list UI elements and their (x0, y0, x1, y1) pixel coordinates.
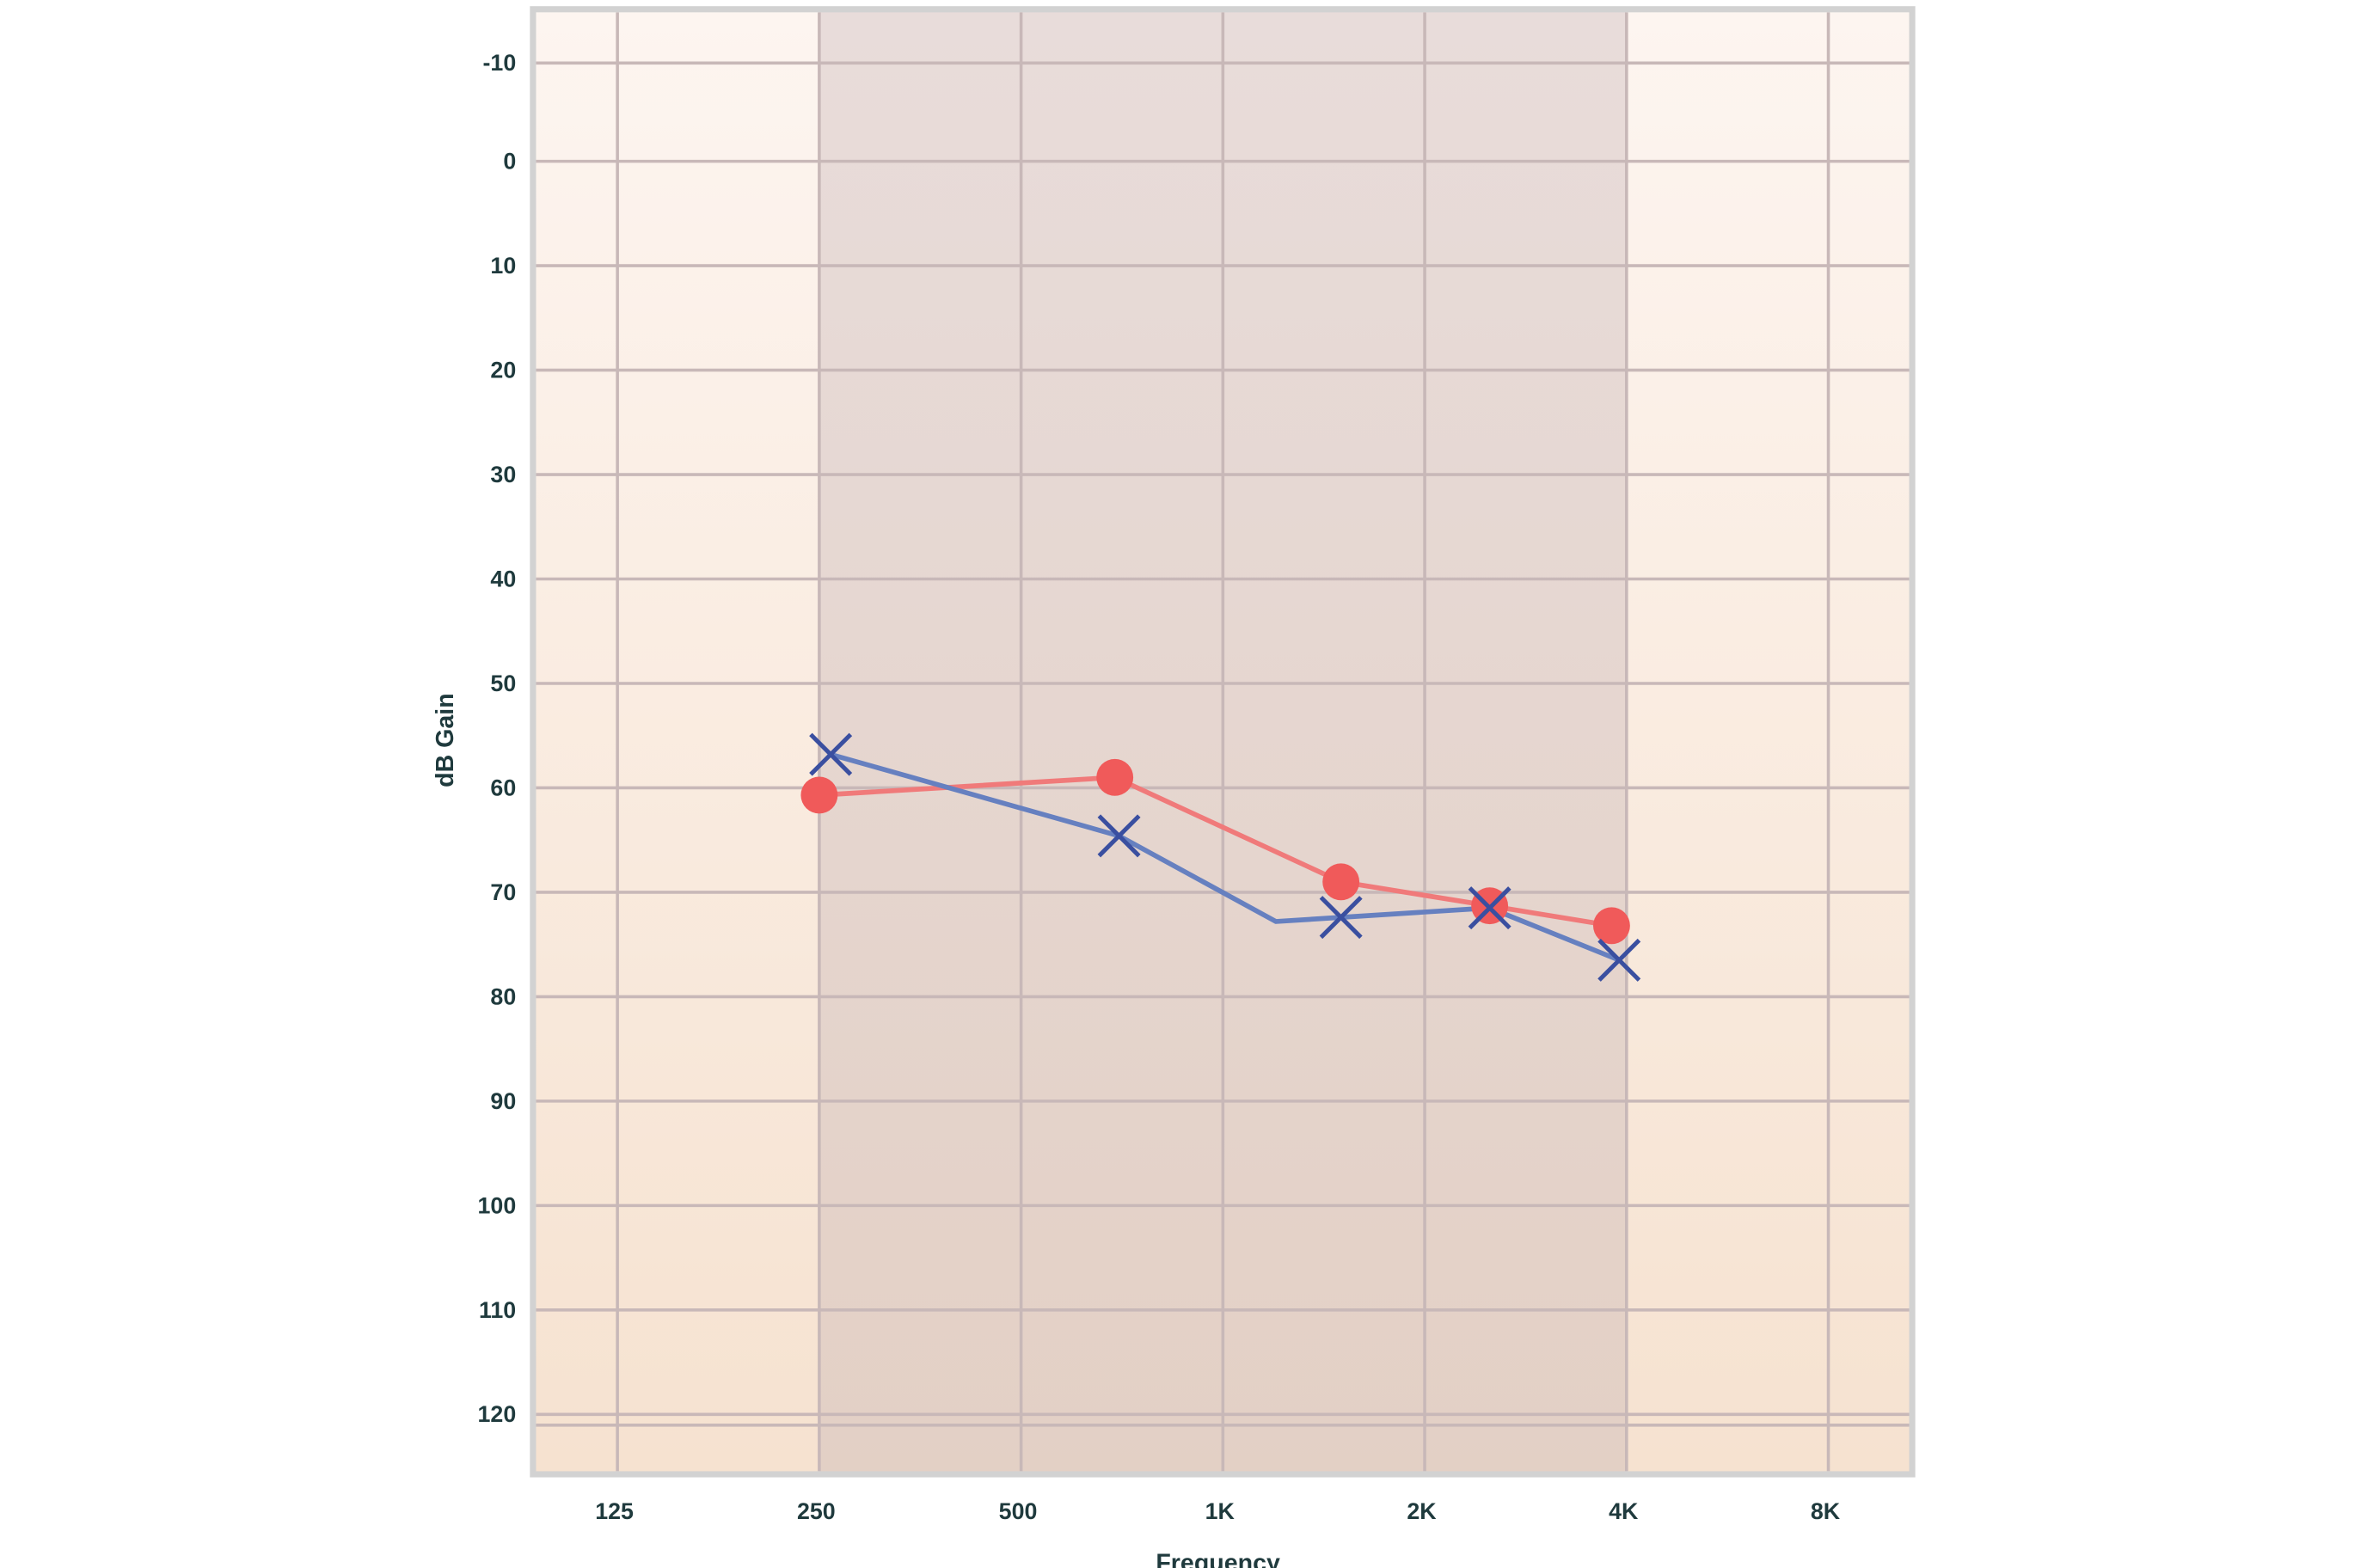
x-marker-stroke (1097, 814, 1141, 858)
x-tick-label: 2K (1407, 1498, 1437, 1524)
x-marker (1597, 938, 1641, 982)
series-layer (800, 732, 1641, 982)
y-tick-label: 120 (478, 1401, 517, 1427)
circle-marker (1322, 863, 1360, 901)
x-marker (1319, 896, 1363, 940)
x-marker (809, 732, 853, 776)
plot-frame (530, 6, 1916, 1478)
y-tick-label: 110 (479, 1297, 516, 1323)
circle-marker (1096, 758, 1134, 796)
y-tick-label: 50 (490, 671, 516, 696)
y-tick-label: 90 (490, 1088, 516, 1114)
y-tick-label: 60 (490, 775, 516, 800)
series-2-line (830, 751, 1621, 963)
x-axis-label: Frequency (1156, 1550, 1280, 1568)
x-tick-label: 250 (797, 1498, 836, 1524)
y-tick-label: 80 (490, 983, 516, 1009)
x-tick-label: 500 (999, 1498, 1038, 1524)
y-tick-label: 40 (490, 566, 516, 591)
y-tick-label: 70 (490, 879, 516, 905)
x-marker-stroke (809, 732, 853, 776)
circle-marker (800, 776, 838, 814)
circle-marker (1592, 907, 1630, 945)
y-tick-label: 20 (490, 357, 516, 383)
x-tick-label: 8K (1811, 1498, 1841, 1524)
x-marker (1097, 814, 1141, 858)
x-marker-stroke (1319, 896, 1363, 940)
x-marker-stroke (1468, 886, 1511, 930)
y-axis-label: dB Gain (432, 693, 459, 787)
y-tick-label: 30 (490, 462, 516, 487)
x-tick-label: 1K (1205, 1498, 1236, 1524)
grid (536, 12, 1910, 1472)
y-tick-label: 0 (503, 149, 516, 175)
y-tick-label: 10 (490, 253, 516, 279)
y-tick-label: 100 (478, 1192, 517, 1218)
y-tick-label: -10 (483, 50, 517, 76)
x-marker (1468, 886, 1511, 930)
x-tick-label: 125 (595, 1498, 634, 1524)
y-axis-ticks: -10 0 10 20 30 40 50 60 70 80 90 100 110 120 (478, 50, 517, 1427)
x-axis-ticks: 125 250 500 1K 2K 4K 8K (595, 1498, 1841, 1524)
x-tick-label: 4K (1609, 1498, 1639, 1524)
x-marker-stroke (1597, 938, 1641, 982)
